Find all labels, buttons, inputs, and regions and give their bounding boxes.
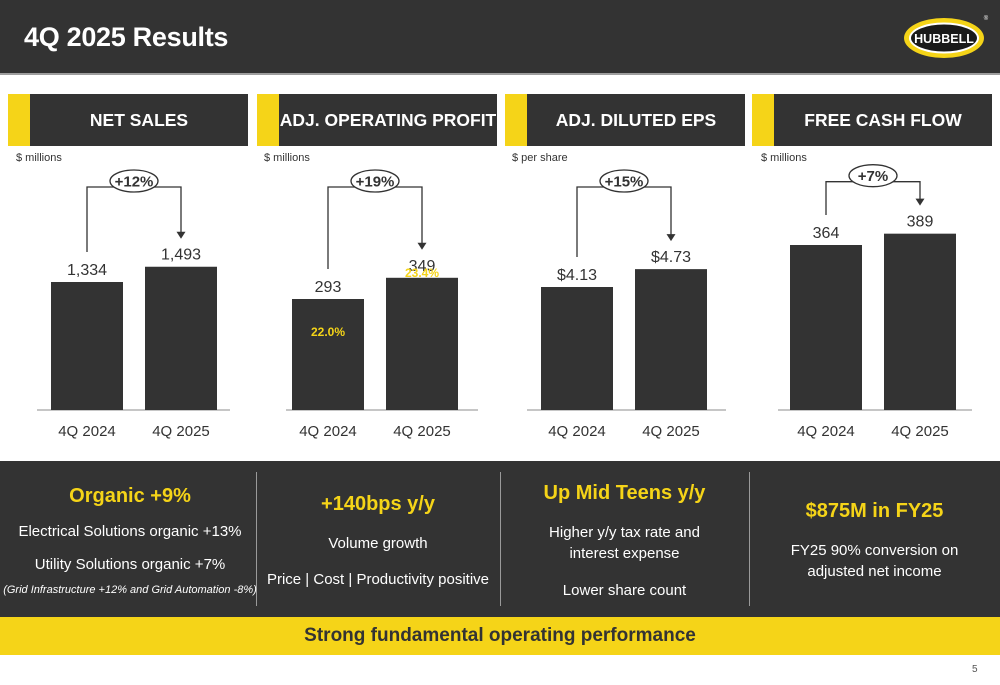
panel-accent	[257, 94, 279, 146]
bar	[884, 233, 956, 410]
growth-connector	[576, 186, 672, 257]
x-tick-label: 4Q 2025	[642, 423, 700, 440]
kpi-line: Lower share count	[562, 582, 687, 599]
growth-connector	[327, 186, 423, 269]
kpi-divider	[500, 472, 501, 606]
bar	[790, 245, 862, 410]
growth-arrowhead	[666, 234, 676, 242]
growth-label: +19%	[356, 174, 395, 191]
panel-header-operating-profit: ADJ. OPERATING PROFIT	[257, 94, 497, 146]
kpi-title-organic: Organic +9%	[69, 485, 191, 507]
x-tick-label: 4Q 2024	[58, 423, 116, 440]
kpi-divider	[749, 472, 750, 606]
growth-bubble	[599, 169, 649, 193]
bar	[51, 282, 123, 410]
unit-label: $ millions	[761, 152, 807, 164]
x-tick-label: 4Q 2025	[152, 423, 210, 440]
growth-connector	[86, 186, 182, 252]
value-label: 1,334	[67, 262, 107, 279]
margin-label: 23.4%	[405, 266, 439, 280]
summary-banner: Strong fundamental operating performance	[0, 617, 1000, 655]
growth-bubble	[109, 169, 159, 193]
unit-label: $ millions	[264, 152, 310, 164]
margin-label: 22.0%	[311, 325, 345, 339]
bar	[145, 266, 217, 410]
panel-header-net-sales: NET SALES	[8, 94, 248, 146]
value-label: $4.73	[651, 249, 691, 266]
growth-bubble	[350, 169, 400, 193]
growth-arrowhead	[915, 198, 925, 206]
hubbell-logo: HUBBELL ®	[904, 15, 989, 58]
x-tick-label: 4Q 2025	[891, 423, 949, 440]
value-label: 364	[813, 225, 840, 242]
growth-bubble	[848, 164, 898, 188]
header-bar: 4Q 2025 Results	[0, 0, 1000, 75]
panel-accent	[8, 94, 30, 146]
kpi-line: Price | Cost | Productivity positive	[266, 571, 490, 588]
unit-label: $ per share	[512, 152, 568, 164]
value-label: 1,493	[161, 247, 201, 264]
kpi-line: Utility Solutions organic +7%	[34, 556, 226, 573]
panel-header-eps: ADJ. DILUTED EPS	[505, 94, 745, 146]
page-number: 5	[972, 664, 978, 675]
panel-title: NET SALES	[89, 110, 189, 130]
x-tick-label: 4Q 2024	[797, 423, 855, 440]
panel-accent	[505, 94, 527, 146]
logo-text: HUBBELL	[914, 32, 974, 46]
value-label: 389	[907, 214, 934, 231]
panel-accent	[752, 94, 774, 146]
growth-arrowhead	[417, 242, 427, 250]
charts-layer: 1,334 4Q 2024 1,493 4Q 2025 +12% 293 4Q 2024 22…	[37, 164, 972, 440]
kpi-line: Higher y/y tax rate and	[549, 524, 700, 541]
growth-arrowhead	[176, 231, 186, 239]
growth-label: +7%	[858, 168, 888, 185]
kpi-line: Volume growth	[328, 535, 428, 552]
bar	[635, 269, 707, 410]
panel-title: FREE CASH FLOW	[804, 110, 962, 130]
bar	[386, 277, 458, 410]
x-tick-label: 4Q 2024	[299, 423, 357, 440]
kpi-line: adjusted net income	[807, 563, 942, 580]
kpi-note: (Grid Infrastructure +12% and Grid Autom…	[3, 584, 257, 596]
kpi-title-eps: Up Mid Teens y/y	[543, 482, 706, 504]
panel-header-free-cash-flow: FREE CASH FLOW	[752, 94, 992, 146]
panel-title: ADJ. DILUTED EPS	[555, 110, 717, 130]
value-label: 349	[409, 258, 436, 275]
page-title: 4Q 2025 Results	[24, 22, 229, 52]
growth-label: +15%	[605, 174, 644, 191]
kpi-line: Electrical Solutions organic +13%	[18, 523, 242, 540]
logo-registered-mark: ®	[984, 15, 989, 22]
panel-title: ADJ. OPERATING PROFIT	[279, 110, 497, 130]
unit-label: $ millions	[16, 152, 62, 164]
bar	[541, 287, 613, 410]
x-tick-label: 4Q 2025	[393, 423, 451, 440]
value-label: 293	[315, 279, 342, 296]
value-label: $4.13	[557, 267, 597, 284]
growth-label: +12%	[115, 174, 154, 191]
kpi-title-free-cash-flow: $875M in FY25	[805, 500, 944, 522]
kpi-line: FY25 90% conversion on	[790, 542, 959, 559]
kpi-title-margin: +140bps y/y	[321, 493, 435, 515]
kpi-divider	[256, 472, 257, 606]
x-tick-label: 4Q 2024	[548, 423, 606, 440]
kpi-line: interest expense	[569, 545, 680, 562]
bar	[292, 299, 364, 410]
